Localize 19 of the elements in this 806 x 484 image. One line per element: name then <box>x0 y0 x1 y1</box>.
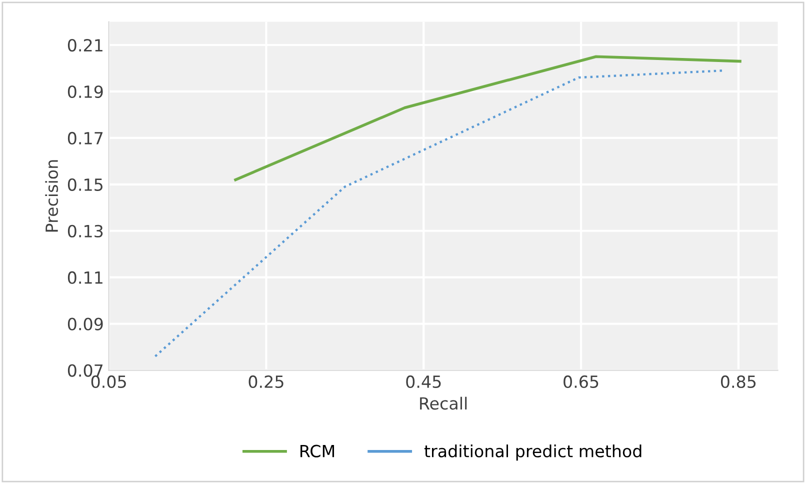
y-tick-label: 0.17 <box>68 132 103 145</box>
x-tick-label: 0.45 <box>406 375 441 388</box>
y-axis-title: Precision <box>45 160 58 232</box>
x-tick-label: 0.05 <box>91 375 126 388</box>
y-tick-label: 0.11 <box>68 271 102 284</box>
legend-label: RCM <box>300 444 334 458</box>
x-tick-label: 0.65 <box>564 375 598 388</box>
y-tick-label: 0.09 <box>68 318 103 330</box>
line-series <box>234 55 742 182</box>
line-series <box>154 69 725 358</box>
legend-label: traditional predict method <box>424 444 642 461</box>
y-tick-label: 0.07 <box>68 364 103 377</box>
y-tick-label: 0.15 <box>68 178 102 191</box>
y-tick-label: 0.19 <box>68 85 103 98</box>
x-axis-title: Recall <box>420 396 467 410</box>
y-tick-label: 0.13 <box>68 224 103 238</box>
x-tick-label: 0.85 <box>720 375 756 388</box>
x-tick-label: 0.25 <box>248 375 284 388</box>
y-tick-label: 0.21 <box>68 38 102 52</box>
